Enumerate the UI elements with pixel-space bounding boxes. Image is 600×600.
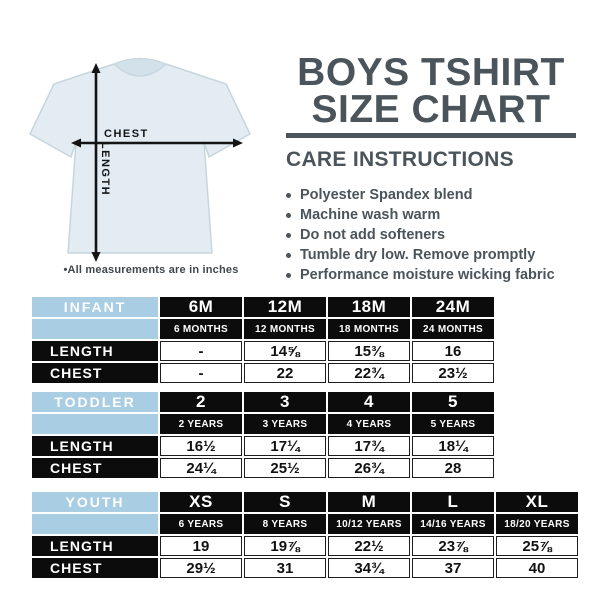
group-header-label: TODDLER — [32, 392, 158, 412]
length-arrow-icon — [91, 63, 101, 262]
measure-row-label: LENGTH — [32, 341, 158, 361]
age-header-cell: 8 YEARS — [244, 514, 326, 534]
tshirt-diagram: CHEST LENGTH — [28, 56, 252, 268]
care-item-text: Tumble dry low. Remove promptly — [300, 247, 536, 263]
page-title: BOYS TSHIRT SIZE CHART — [286, 51, 576, 131]
age-header-cell: 10/12 YEARS — [328, 514, 410, 534]
size-header-cell: 2 — [160, 392, 242, 412]
care-item-text: Performance moisture wicking fabric — [300, 267, 555, 283]
measurement-value-cell: 16½ — [160, 436, 242, 456]
care-item: Do not add softeners — [286, 225, 576, 245]
age-header-cell: 2 YEARS — [160, 414, 242, 434]
age-header-cell: 18 MONTHS — [328, 319, 410, 339]
group-header-spacer — [32, 514, 158, 534]
measurement-value-cell: 23½ — [412, 363, 494, 383]
measurement-value-cell: 14⅝ — [244, 341, 326, 361]
chest-arrow-icon — [71, 138, 243, 148]
length-label: LENGTH — [99, 142, 111, 196]
page-title-line1: BOYS TSHIRT — [297, 51, 565, 94]
size-header-cell: 24M — [412, 297, 494, 317]
size-header-cell: L — [412, 492, 494, 512]
page-title-line2: SIZE CHART — [311, 88, 551, 131]
care-item-text: Polyester Spandex blend — [300, 187, 473, 203]
chest-label: CHEST — [104, 128, 149, 140]
size-header-cell: 4 — [328, 392, 410, 412]
measurement-value-cell: 18¼ — [412, 436, 494, 456]
bullet-icon — [286, 252, 291, 258]
care-item: Polyester Spandex blend — [286, 185, 576, 205]
care-item: Performance moisture wicking fabric — [286, 265, 576, 285]
age-header-cell: 3 YEARS — [244, 414, 326, 434]
group-header-label: INFANT — [32, 297, 158, 317]
age-header-cell: 4 YEARS — [328, 414, 410, 434]
size-table-toddler: TODDLER 2 3 4 5 2 YEARS 3 YEARS 4 YEARS 5 YEARS L… — [32, 392, 494, 478]
size-header-cell: S — [244, 492, 326, 512]
measure-row-label: CHEST — [32, 458, 158, 478]
bullet-icon — [286, 192, 291, 198]
size-header-cell: 12M — [244, 297, 326, 317]
measurement-value-cell: 17¾ — [328, 436, 410, 456]
care-item: Machine wash warm — [286, 205, 576, 225]
measurements-caption: •All measurements are in inches — [63, 264, 239, 276]
measure-row-label: CHEST — [32, 558, 158, 578]
tshirt-illustration: CHEST LENGTH — [29, 57, 251, 262]
bullet-icon — [286, 272, 291, 278]
bullet-icon — [286, 212, 291, 218]
title-divider — [286, 133, 576, 138]
age-header-cell: 5 YEARS — [412, 414, 494, 434]
age-header-cell: 24 MONTHS — [412, 319, 494, 339]
size-header-cell: 3 — [244, 392, 326, 412]
age-header-cell: 6 YEARS — [160, 514, 242, 534]
measurement-value-cell: 26¾ — [328, 458, 410, 478]
measurement-value-cell: 22½ — [328, 536, 410, 556]
group-header-label: YOUTH — [32, 492, 158, 512]
measurement-value-cell: 28 — [412, 458, 494, 478]
measurement-value-cell: 37 — [412, 558, 494, 578]
info-panel: BOYS TSHIRT SIZE CHART CARE INSTRUCTIONS… — [286, 51, 576, 285]
measurement-value-cell: 23⅞ — [412, 536, 494, 556]
care-instructions-heading: CARE INSTRUCTIONS — [286, 148, 514, 171]
care-item-text: Machine wash warm — [300, 207, 441, 223]
measurement-value-cell: 22 — [244, 363, 326, 383]
measurement-value-cell: 16 — [412, 341, 494, 361]
measurement-value-cell: 17¼ — [244, 436, 326, 456]
measurement-value-cell: 40 — [496, 558, 578, 578]
tshirt-collar — [112, 57, 168, 77]
measurement-value-cell: 34¾ — [328, 558, 410, 578]
age-header-cell: 6 MONTHS — [160, 319, 242, 339]
size-header-cell: 5 — [412, 392, 494, 412]
age-header-cell: 12 MONTHS — [244, 319, 326, 339]
size-header-cell: M — [328, 492, 410, 512]
group-header-spacer — [32, 414, 158, 434]
age-header-cell: 18/20 YEARS — [496, 514, 578, 534]
measurement-value-cell: 15⅜ — [328, 341, 410, 361]
care-instructions-list: Polyester Spandex blend Machine wash war… — [286, 185, 576, 285]
measurement-value-cell: 19 — [160, 536, 242, 556]
size-header-cell: 6M — [160, 297, 242, 317]
measurement-value-cell: 24¼ — [160, 458, 242, 478]
age-header-cell: 14/16 YEARS — [412, 514, 494, 534]
measurement-value-cell: - — [160, 341, 242, 361]
measure-row-label: LENGTH — [32, 536, 158, 556]
tshirt-body — [29, 63, 251, 254]
care-item-text: Do not add softeners — [300, 227, 446, 243]
measurement-value-cell: 19⅞ — [244, 536, 326, 556]
measure-row-label: CHEST — [32, 363, 158, 383]
size-header-cell: 18M — [328, 297, 410, 317]
measurement-value-cell: 29½ — [160, 558, 242, 578]
size-header-cell: XS — [160, 492, 242, 512]
size-table-infant: INFANT 6M 12M 18M 24M 6 MONTHS 12 MONTHS 18 MON… — [32, 297, 494, 383]
measurement-value-cell: - — [160, 363, 242, 383]
size-table-youth: YOUTH XS S M L XL 6 YEARS 8 YEARS 10/12 YEARS 14/… — [32, 492, 578, 578]
group-header-spacer — [32, 319, 158, 339]
care-item: Tumble dry low. Remove promptly — [286, 245, 576, 265]
measure-row-label: LENGTH — [32, 436, 158, 456]
bullet-icon — [286, 232, 291, 238]
measurement-value-cell: 25⅞ — [496, 536, 578, 556]
measurement-value-cell: 31 — [244, 558, 326, 578]
size-header-cell: XL — [496, 492, 578, 512]
measurement-value-cell: 22¾ — [328, 363, 410, 383]
measurement-value-cell: 25½ — [244, 458, 326, 478]
